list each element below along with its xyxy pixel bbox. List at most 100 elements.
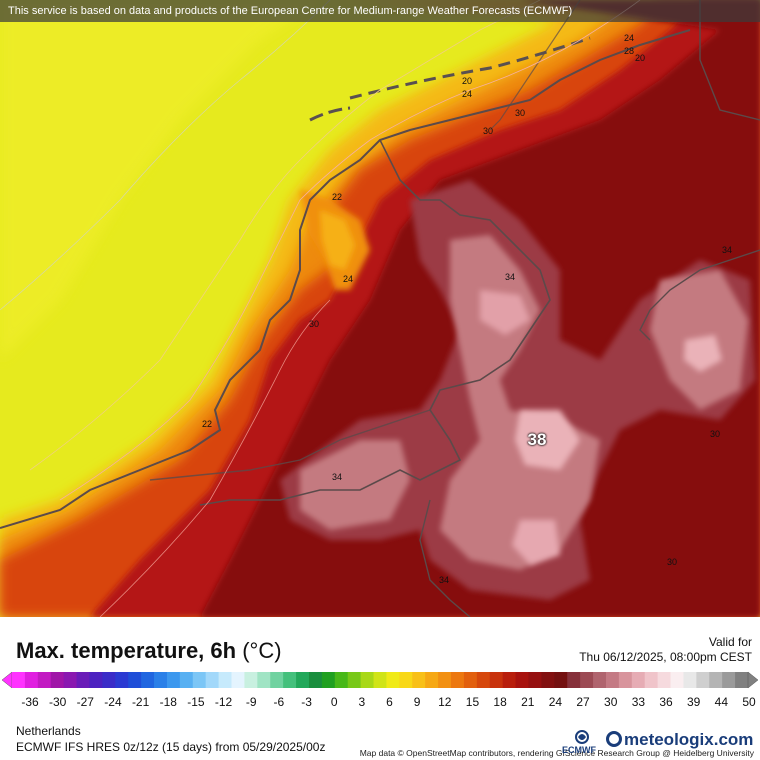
legend-color-cell (683, 672, 697, 688)
legend-color-cell (244, 672, 258, 688)
legend-tick-label: 44 (714, 695, 729, 709)
legend-tick-label: 21 (521, 695, 535, 709)
legend-tick-label: 18 (493, 695, 507, 709)
ecmwf-notice: This service is based on data and produc… (0, 0, 760, 22)
legend-color-cell (154, 672, 168, 688)
legend-tick-label: 3 (358, 695, 366, 709)
brand-logo[interactable]: meteologix.com (606, 730, 753, 750)
legend-color-cell (296, 672, 310, 688)
legend-color-cell (283, 672, 297, 688)
legend-color-cell (308, 672, 323, 688)
legend-tick-label: 6 (386, 695, 393, 709)
legend-tick-label: -24 (104, 695, 122, 709)
map-attribution[interactable]: Map data © OpenStreetMap contributors, r… (355, 747, 758, 759)
legend-color-cell (631, 672, 646, 688)
legend-tick-label: 30 (604, 695, 618, 709)
legend-color-cell (451, 672, 465, 688)
legend-color-cell (386, 672, 400, 688)
legend-color-cell (412, 672, 426, 688)
legend-color-cell (722, 672, 736, 688)
legend-color-cell (541, 672, 555, 688)
legend-tick-label: 39 (687, 695, 701, 709)
legend-color-cell (24, 672, 39, 688)
legend-tick-label: 0 (330, 695, 338, 709)
legend-color-cell (192, 672, 207, 688)
legend-tick-label: 15 (465, 695, 480, 709)
legend-tick-label: -3 (301, 695, 312, 709)
contour-label: 20 (461, 76, 473, 86)
legend-color-cell (567, 672, 581, 688)
legend-color-cell (63, 672, 78, 688)
contour-label: 34 (438, 575, 450, 585)
contour-label: 20 (634, 53, 646, 63)
contour-label: 24 (623, 33, 635, 43)
contour-label: 34 (504, 272, 516, 282)
legend-color-cell (580, 672, 594, 688)
legend-color-cell (696, 672, 710, 688)
contour-label: 22 (201, 419, 213, 429)
title-text: Max. temperature, 6h (16, 638, 237, 663)
legend-color-cell (670, 672, 685, 688)
legend-tick-label: 12 (438, 695, 452, 709)
legend-color-cell (709, 672, 723, 688)
brand-logo-icon (606, 731, 622, 747)
legend-tick-label: -21 (131, 695, 150, 709)
contour-label: 30 (308, 319, 320, 329)
forecast-map[interactable] (0, 0, 760, 617)
legend-tick-label: -15 (187, 695, 205, 709)
legend-color-cell (735, 672, 749, 688)
ecmwf-logo-text: ECMWF (562, 745, 596, 755)
legend-color-cell (257, 672, 271, 688)
legend-color-cell (515, 672, 530, 688)
valid-time: Thu 06/12/2025, 08:00pm CEST (579, 650, 752, 664)
map-title: Max. temperature, 6h (°C) (16, 638, 282, 664)
legend-color-cell (489, 672, 504, 688)
legend-color-cell (618, 672, 633, 688)
legend-color-cell (50, 672, 65, 688)
legend-color-cell (360, 672, 375, 688)
legend-color-cell (593, 672, 607, 688)
legend-tick-label: 33 (631, 695, 646, 709)
legend-tick-label: -6 (273, 695, 285, 709)
legend-color-cell (438, 672, 452, 688)
legend-color-cell (12, 672, 26, 688)
legend-color-cell (644, 672, 659, 688)
legend-color-cell (476, 672, 491, 688)
legend-color-cell (657, 672, 672, 688)
legend-color-cell (347, 672, 362, 688)
region-name: Netherlands (16, 724, 81, 738)
legend-color-cell (554, 672, 568, 688)
legend-color-cell (166, 672, 181, 688)
legend-ticks: -36 -30 -27 -24 -21 -18 -15 -12 -9 -6 -3 0 3 6 9 12 15 18… (0, 695, 760, 711)
legend-color-cell (102, 672, 116, 688)
temperature-field (0, 0, 760, 617)
legend-color-cell (605, 672, 620, 688)
legend-tick-label: -9 (245, 695, 257, 709)
legend-tick-label: -12 (214, 695, 233, 709)
legend-arrow-left (1, 671, 13, 689)
valid-for-label: Valid for (708, 635, 752, 649)
contour-label: 28 (623, 46, 635, 56)
legend-tick-label: 24 (548, 695, 563, 709)
color-legend (1, 671, 759, 689)
model-info: ECMWF IFS HRES 0z/12z (15 days) from 05/… (16, 740, 326, 754)
brand-name: meteologix.com (624, 730, 754, 749)
contour-label: 24 (342, 274, 354, 284)
legend-color-cell (205, 672, 220, 688)
ecmwf-logo-icon (575, 730, 589, 744)
contour-label: 30 (514, 108, 526, 118)
legend-color-cell (179, 672, 194, 688)
contour-label: 24 (461, 89, 473, 99)
legend-color-cell (141, 672, 155, 688)
legend-tick-label: -27 (76, 695, 94, 709)
max-temperature-label[interactable]: 38 (527, 430, 547, 449)
legend-tick-label: 27 (576, 695, 590, 709)
contour-label: 30 (666, 557, 678, 567)
contour-label: 30 (482, 126, 494, 136)
legend-color-cell (334, 672, 349, 688)
legend-tick-label: -18 (159, 695, 177, 709)
legend-color-cell (463, 672, 478, 688)
legend-color-cell (128, 672, 142, 688)
legend-color-cell (528, 672, 543, 688)
legend-tick-label: 9 (413, 695, 421, 709)
